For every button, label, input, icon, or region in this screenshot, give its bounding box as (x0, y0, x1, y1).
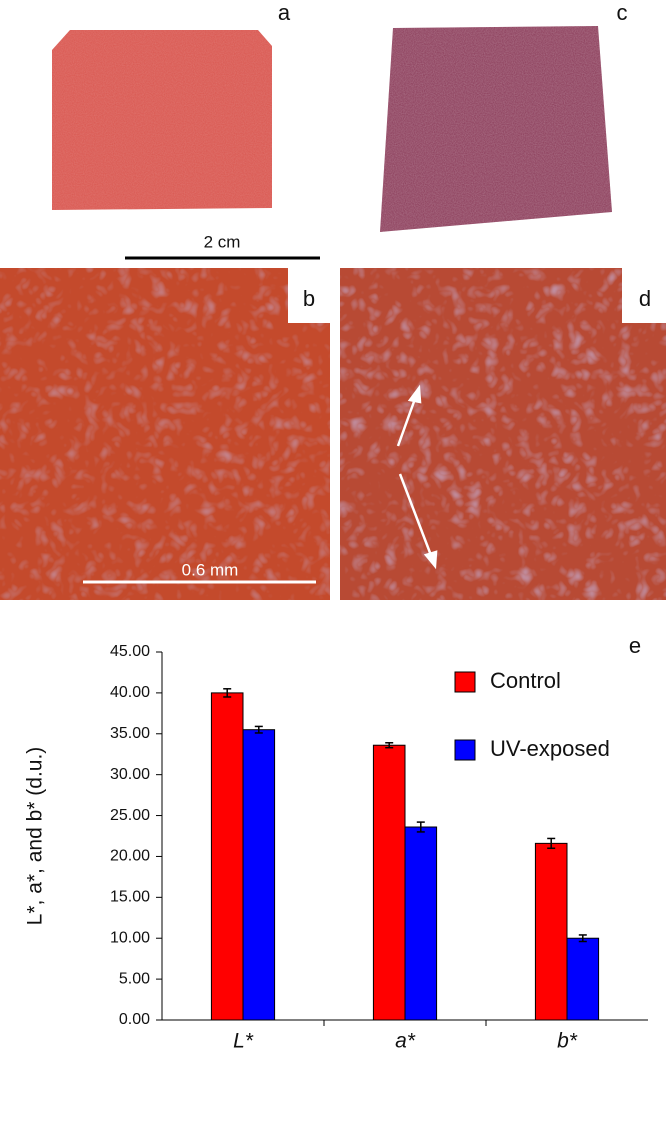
bar (372, 744, 406, 1021)
y-tick-label: 45.00 (110, 643, 150, 660)
y-tick-label: 0.00 (119, 1011, 150, 1028)
x-tick-label: b* (557, 1030, 578, 1053)
panel-label: e (629, 633, 641, 658)
panel-label: b (303, 286, 315, 311)
legend-swatch (454, 739, 476, 761)
photo-texture (52, 30, 272, 210)
y-tick-label: 40.00 (110, 684, 150, 701)
y-tick-label: 30.00 (110, 766, 150, 783)
legend-label: UV-exposed (490, 736, 610, 761)
panel-label: a (278, 0, 291, 25)
bar (566, 937, 600, 1021)
photo-texture (340, 268, 666, 600)
panel-label: d (639, 286, 651, 311)
legend-swatch (454, 671, 476, 693)
scale-label: 0.6 mm (182, 560, 239, 579)
photo-texture (380, 26, 612, 232)
x-tick-label: L* (233, 1030, 254, 1053)
y-tick-label: 25.00 (110, 807, 150, 824)
y-tick-label: 35.00 (110, 725, 150, 742)
x-tick-label: a* (395, 1030, 416, 1053)
bar (404, 826, 438, 1021)
bar (242, 729, 276, 1021)
photo-texture (0, 268, 330, 600)
panel-label: c (617, 0, 628, 25)
bar (534, 842, 568, 1021)
y-tick-label: 10.00 (110, 929, 150, 946)
y-tick-label: 5.00 (119, 970, 150, 987)
scale-label: 2 cm (204, 232, 241, 251)
arrows (396, 384, 438, 570)
y-tick-label: 20.00 (110, 848, 150, 865)
y-axis-label: L*, a*, and b* (d.u.) (24, 747, 47, 926)
label-box (622, 268, 666, 323)
bar (210, 692, 244, 1021)
y-tick-label: 15.00 (110, 889, 150, 906)
legend-label: Control (490, 668, 561, 693)
label-box (288, 268, 330, 323)
